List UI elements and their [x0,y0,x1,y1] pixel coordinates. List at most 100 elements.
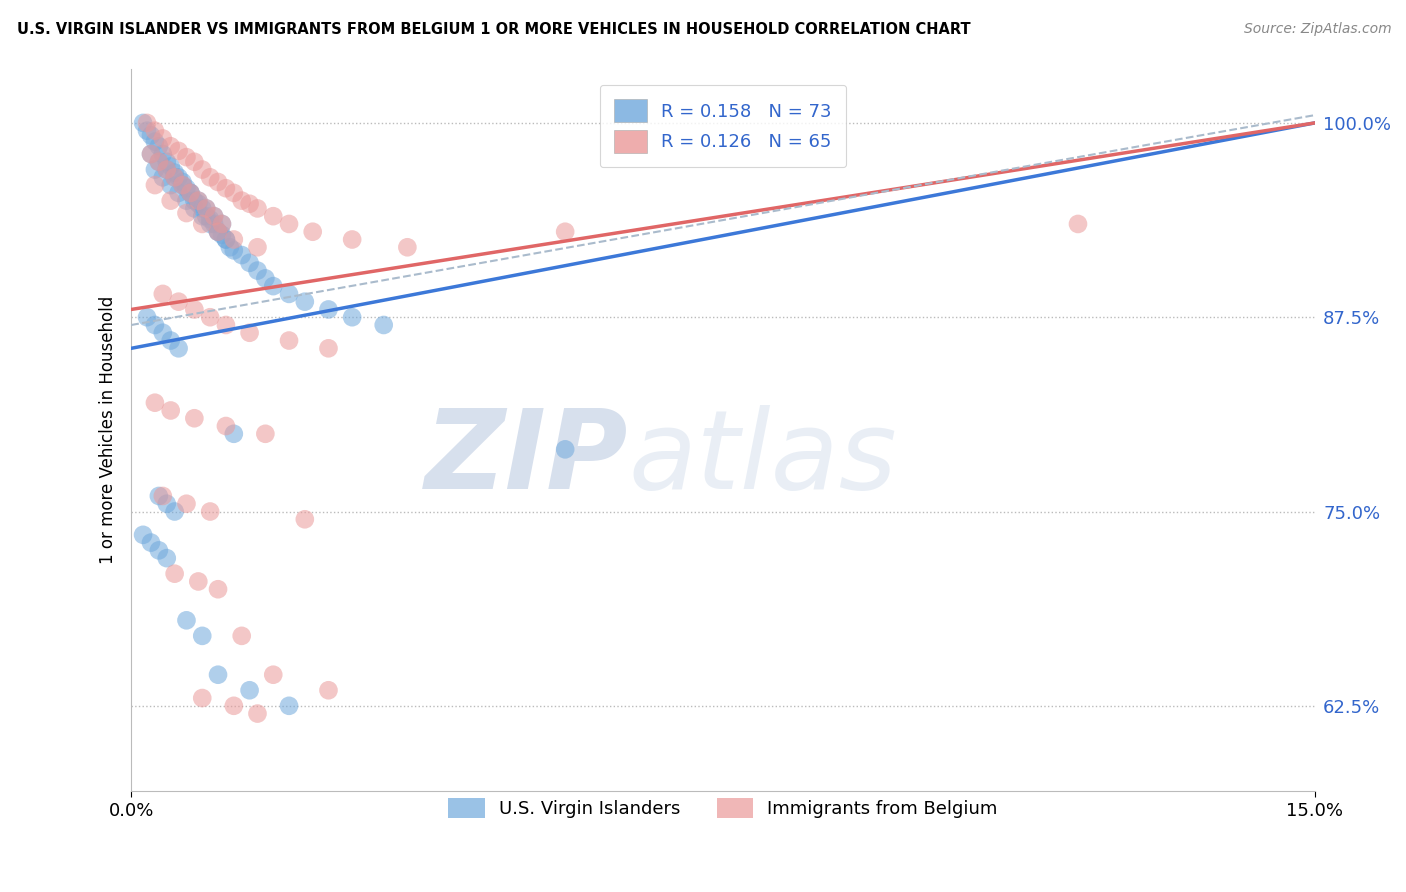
Point [246,240,269,254]
Point [136,116,159,130]
Point [176,150,198,164]
Point [211,217,233,231]
Point [301,225,323,239]
Point [215,181,238,195]
Point [132,116,155,130]
Point [215,232,238,246]
Point [215,419,238,434]
Point [198,217,221,231]
Point [318,683,340,698]
Point [179,186,201,200]
Point [198,212,221,227]
Point [187,196,209,211]
Point [172,178,194,193]
Point [163,170,186,185]
Point [167,144,190,158]
Point [159,403,181,417]
Point [262,209,284,223]
Legend: U.S. Virgin Islanders, Immigrants from Belgium: U.S. Virgin Islanders, Immigrants from B… [441,790,1005,826]
Point [139,147,162,161]
Point [143,318,166,332]
Point [183,411,205,425]
Point [222,244,245,258]
Point [167,170,190,185]
Point [191,691,214,706]
Point [152,489,174,503]
Point [179,186,201,200]
Point [207,667,229,681]
Point [318,302,340,317]
Point [148,489,170,503]
Point [143,162,166,177]
Point [207,175,229,189]
Point [239,196,262,211]
Point [148,139,170,153]
Point [195,209,218,223]
Point [222,426,245,441]
Point [167,341,190,355]
Point [239,326,262,340]
Point [176,613,198,627]
Point [143,178,166,193]
Point [195,202,218,216]
Point [187,574,209,589]
Point [167,186,190,200]
Point [254,426,277,441]
Point [167,294,190,309]
Point [202,209,225,223]
Point [231,629,253,643]
Point [211,227,233,242]
Point [139,535,162,549]
Point [278,334,301,348]
Point [262,279,284,293]
Point [207,225,229,239]
Point [183,194,205,208]
Point [191,629,214,643]
Point [159,194,181,208]
Point [231,194,253,208]
Point [159,178,181,193]
Point [191,217,214,231]
Point [222,232,245,246]
Point [254,271,277,285]
Point [191,209,214,223]
Point [239,256,262,270]
Point [172,175,194,189]
Point [176,181,198,195]
Point [207,225,229,239]
Point [278,217,301,231]
Point [207,225,229,239]
Point [218,240,240,254]
Point [239,683,262,698]
Text: U.S. VIRGIN ISLANDER VS IMMIGRANTS FROM BELGIUM 1 OR MORE VEHICLES IN HOUSEHOLD : U.S. VIRGIN ISLANDER VS IMMIGRANTS FROM … [17,22,970,37]
Point [136,124,159,138]
Point [211,217,233,231]
Point [139,128,162,143]
Point [396,240,419,254]
Point [183,302,205,317]
Point [179,186,201,200]
Point [176,194,198,208]
Point [215,232,238,246]
Point [246,263,269,277]
Point [152,170,174,185]
Point [152,131,174,145]
Point [143,395,166,409]
Point [148,154,170,169]
Point [163,170,186,185]
Point [1067,217,1090,231]
Point [152,147,174,161]
Point [554,225,576,239]
Point [294,294,316,309]
Point [187,194,209,208]
Point [187,194,209,208]
Point [143,135,166,149]
Point [198,504,221,518]
Point [195,202,218,216]
Point [163,166,186,180]
Point [222,698,245,713]
Point [176,497,198,511]
Point [262,667,284,681]
Point [159,139,181,153]
Text: ZIP: ZIP [425,405,628,512]
